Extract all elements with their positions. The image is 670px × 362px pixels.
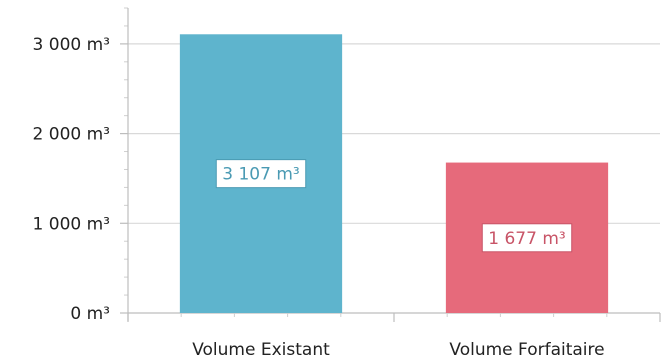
data-label: 1 677 m³ xyxy=(488,229,565,249)
data-label-box xyxy=(215,159,307,189)
y-tick-label: 2 000 m³ xyxy=(33,125,110,145)
y-tick-label: 1 000 m³ xyxy=(33,214,110,234)
x-category-label: Volume Existant xyxy=(192,340,330,360)
y-tick-label: 0 m³ xyxy=(70,304,110,324)
data-label: 3 107 m³ xyxy=(222,165,299,185)
x-category-label: Volume Forfaitaire xyxy=(449,340,604,360)
y-tick-label: 3 000 m³ xyxy=(33,35,110,55)
data-label-box xyxy=(481,223,573,253)
